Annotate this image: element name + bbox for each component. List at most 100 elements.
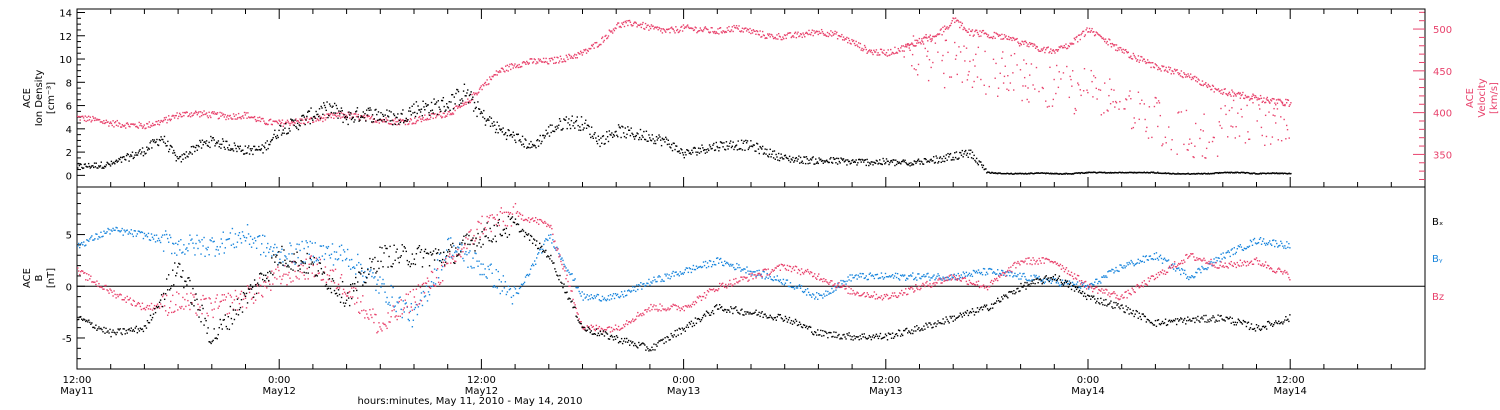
bz-point — [537, 218, 539, 221]
by-point — [362, 275, 364, 277]
by-point — [190, 239, 192, 241]
density-point — [202, 143, 204, 146]
density-point — [1193, 172, 1195, 175]
velocity-point — [601, 37, 603, 40]
bz-point — [496, 214, 498, 216]
velocity-point — [1098, 88, 1100, 91]
by-point — [238, 232, 241, 234]
by-point — [907, 278, 909, 280]
bz-point — [557, 248, 559, 250]
density-point — [415, 101, 418, 103]
bz-point — [247, 287, 250, 289]
by-point — [483, 273, 485, 276]
velocity-point — [201, 112, 204, 114]
density-point — [1007, 172, 1009, 175]
density-point — [506, 134, 509, 137]
velocity-point — [1146, 126, 1148, 129]
velocity-point — [462, 102, 464, 104]
by-point — [920, 277, 922, 280]
density-point — [866, 158, 868, 161]
density-point — [1001, 173, 1003, 175]
velocity-point — [1221, 93, 1224, 95]
bz-point — [306, 267, 308, 270]
velocity-point — [1261, 134, 1263, 137]
velocity-point — [1153, 105, 1156, 108]
velocity-point — [293, 121, 295, 123]
density-point — [116, 161, 118, 163]
density-point — [1278, 173, 1280, 175]
density-point — [216, 142, 219, 144]
velocity-point — [794, 31, 797, 33]
velocity-point — [202, 114, 204, 116]
density-point — [1262, 172, 1264, 174]
by-point — [384, 291, 386, 293]
density-point — [606, 131, 608, 133]
density-point — [727, 148, 729, 150]
by-point — [1166, 260, 1169, 262]
velocity-point — [394, 118, 397, 120]
density-point — [926, 161, 928, 163]
density-point — [774, 158, 776, 160]
velocity-point — [1143, 103, 1146, 105]
density-point — [831, 161, 833, 164]
by-point — [143, 232, 146, 235]
by-point — [749, 270, 751, 272]
velocity-point — [1257, 97, 1259, 99]
velocity-point — [185, 111, 188, 113]
density-point — [1196, 173, 1199, 175]
bz-point — [604, 329, 607, 331]
density-point — [718, 146, 721, 149]
velocity-point — [1107, 110, 1109, 112]
by-point — [1250, 240, 1253, 243]
density-point — [1283, 172, 1285, 174]
density-point — [221, 138, 224, 140]
velocity-point — [262, 117, 264, 120]
density-point — [1267, 172, 1269, 174]
density-point — [1107, 171, 1109, 174]
density-point — [178, 156, 181, 158]
velocity-point — [535, 62, 537, 65]
by-point — [372, 272, 374, 274]
velocity-point — [1266, 99, 1269, 101]
velocity-point — [918, 37, 921, 40]
by-point — [802, 291, 805, 294]
velocity-point — [633, 21, 636, 23]
by-point — [763, 271, 765, 273]
density-point — [905, 161, 907, 164]
density-point — [1185, 173, 1188, 175]
density-point — [1040, 172, 1043, 174]
density-point — [293, 124, 295, 127]
velocity-point — [821, 31, 824, 33]
velocity-point — [1119, 46, 1121, 49]
density-point — [419, 109, 421, 111]
by-point — [828, 293, 830, 295]
bz-point — [393, 309, 395, 311]
by-point — [710, 265, 713, 268]
velocity-point — [613, 29, 616, 32]
density-point — [542, 134, 545, 137]
density-point — [141, 147, 144, 149]
velocity-point — [1178, 72, 1181, 75]
velocity-point — [843, 39, 846, 41]
velocity-point — [781, 38, 783, 41]
bz-point — [191, 302, 193, 304]
density-point — [485, 120, 488, 122]
bz-point — [328, 274, 331, 277]
velocity-point — [377, 119, 380, 122]
by-point — [1088, 288, 1090, 290]
bz-point — [398, 300, 400, 303]
by-point — [124, 231, 126, 233]
by-point — [829, 292, 831, 294]
velocity-point — [1061, 45, 1063, 47]
by-point — [955, 274, 957, 277]
by-point — [1288, 242, 1290, 245]
by-point — [725, 262, 727, 265]
velocity-point — [850, 43, 852, 45]
density-point — [157, 144, 159, 146]
velocity-point — [499, 70, 501, 72]
velocity-point — [1266, 96, 1269, 99]
density-point — [627, 129, 630, 131]
density-point — [158, 138, 161, 141]
velocity-point — [1058, 46, 1060, 48]
bz-point — [514, 202, 517, 205]
